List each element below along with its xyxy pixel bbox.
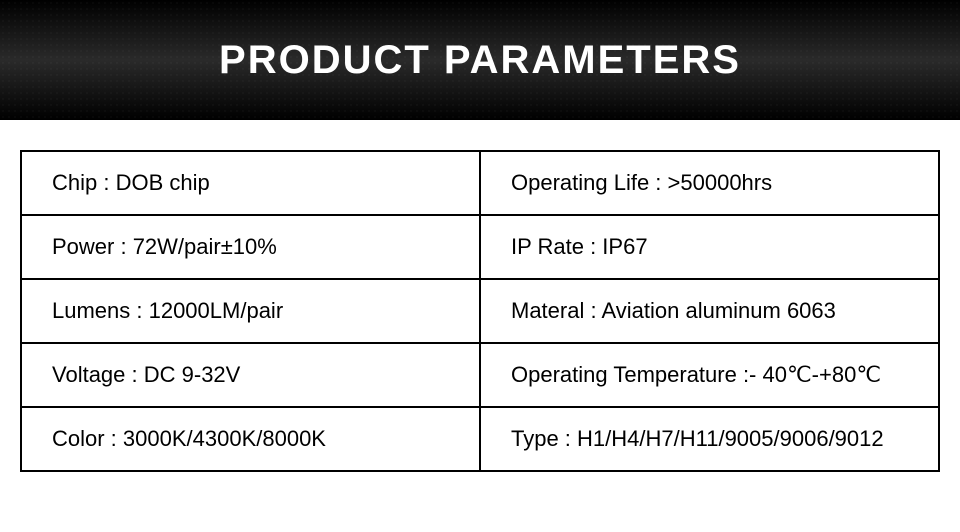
- table-row: Color : 3000K/4300K/8000K Type : H1/H4/H…: [21, 407, 939, 471]
- param-cell: IP Rate : IP67: [480, 215, 939, 279]
- page-title: PRODUCT PARAMETERS: [219, 38, 741, 83]
- table-row: Lumens : 12000LM/pair Materal : Aviation…: [21, 279, 939, 343]
- param-cell: Operating Life : >50000hrs: [480, 151, 939, 215]
- param-cell: Type : H1/H4/H7/H11/9005/9006/9012: [480, 407, 939, 471]
- param-cell: Operating Temperature :- 40℃-+80℃: [480, 343, 939, 407]
- param-cell: Chip : DOB chip: [21, 151, 480, 215]
- param-cell: Lumens : 12000LM/pair: [21, 279, 480, 343]
- table-row: Voltage : DC 9-32V Operating Temperature…: [21, 343, 939, 407]
- table-row: Power : 72W/pair±10% IP Rate : IP67: [21, 215, 939, 279]
- param-cell: Voltage : DC 9-32V: [21, 343, 480, 407]
- header-banner: PRODUCT PARAMETERS: [0, 0, 960, 120]
- param-cell: Materal : Aviation aluminum 6063: [480, 279, 939, 343]
- param-cell: Power : 72W/pair±10%: [21, 215, 480, 279]
- table-row: Chip : DOB chip Operating Life : >50000h…: [21, 151, 939, 215]
- param-cell: Color : 3000K/4300K/8000K: [21, 407, 480, 471]
- parameters-table: Chip : DOB chip Operating Life : >50000h…: [20, 150, 940, 472]
